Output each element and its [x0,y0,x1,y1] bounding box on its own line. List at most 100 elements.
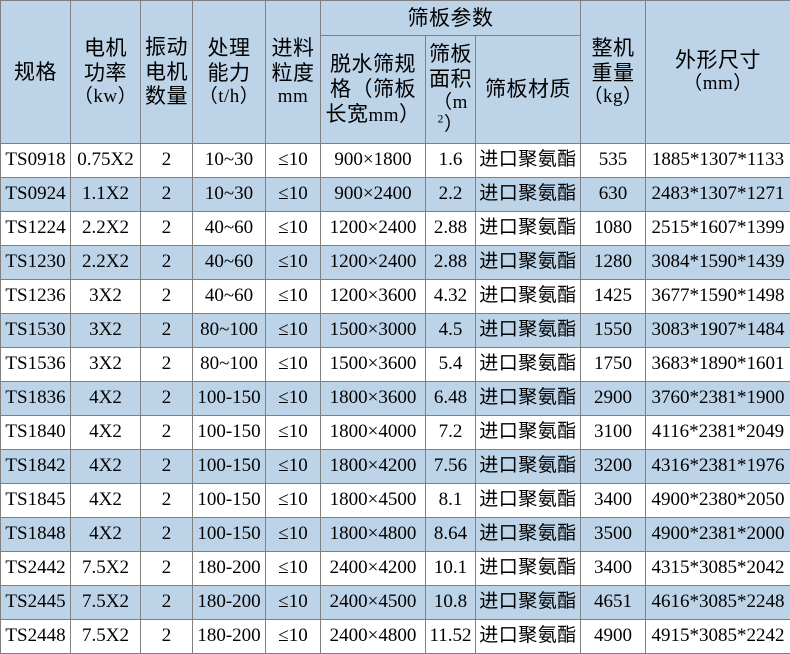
cell-screen-spec: 1800×4500 [321,484,426,518]
cell-feed-size: ≤10 [266,280,321,314]
cell-feed-size: ≤10 [266,314,321,348]
header-label-line: 数量 [143,84,190,109]
cell-motor-count: 2 [141,416,193,450]
cell-feed-size: ≤10 [266,450,321,484]
cell-motor-count: 2 [141,212,193,246]
cell-dimensions: 1885*1307*1133 [646,144,790,178]
cell-capacity: 40~60 [193,246,266,280]
cell-weight: 3400 [581,484,646,518]
cell-spec: TS1236 [1,280,71,314]
cell-feed-size: ≤10 [266,416,321,450]
cell-screen-area: 1.6 [426,144,476,178]
cell-feed-size: ≤10 [266,620,321,654]
cell-screen-mat: 进口聚氨酯 [476,620,581,654]
header-label-line: 整机 [583,36,643,61]
cell-spec: TS1536 [1,348,71,382]
cell-motor-power: 2.2X2 [71,212,141,246]
cell-weight: 3400 [581,552,646,586]
cell-screen-spec: 1200×3600 [321,280,426,314]
cell-capacity: 100-150 [193,450,266,484]
cell-motor-power: 4X2 [71,416,141,450]
cell-motor-count: 2 [141,552,193,586]
header-cell-capacity: 处理能力（t/h） [193,1,266,144]
cell-spec: TS2445 [1,586,71,620]
cell-spec: TS2448 [1,620,71,654]
cell-motor-power: 3X2 [71,280,141,314]
cell-spec: TS1848 [1,518,71,552]
cell-screen-spec: 1500×3000 [321,314,426,348]
cell-screen-area: 2.2 [426,178,476,212]
cell-feed-size: ≤10 [266,144,321,178]
cell-screen-spec: 1800×3600 [321,382,426,416]
cell-feed-size: ≤10 [266,382,321,416]
cell-motor-power: 7.5X2 [71,586,141,620]
header-cell-screen-area: 筛板面积（m2） [426,36,476,144]
cell-weight: 1550 [581,314,646,348]
cell-dimensions: 3677*1590*1498 [646,280,790,314]
cell-screen-area: 8.64 [426,518,476,552]
cell-weight: 3200 [581,450,646,484]
cell-capacity: 180-200 [193,620,266,654]
header-label-line: 粒度 [268,61,318,86]
header-cell-spec: 规格 [1,1,71,144]
cell-screen-area: 11.52 [426,620,476,654]
cell-motor-power: 7.5X2 [71,620,141,654]
cell-motor-count: 2 [141,450,193,484]
cell-motor-count: 2 [141,246,193,280]
cell-feed-size: ≤10 [266,348,321,382]
cell-screen-spec: 900×1800 [321,144,426,178]
header-unit-label: （kg） [583,86,643,108]
cell-screen-mat: 进口聚氨酯 [476,348,581,382]
cell-screen-area: 2.88 [426,212,476,246]
cell-screen-spec: 1800×4200 [321,450,426,484]
cell-feed-size: ≤10 [266,552,321,586]
cell-motor-power: 4X2 [71,518,141,552]
cell-spec: TS1836 [1,382,71,416]
cell-motor-count: 2 [141,144,193,178]
cell-weight: 630 [581,178,646,212]
header-unit-label: （kw） [73,86,138,108]
cell-screen-area: 8.1 [426,484,476,518]
cell-motor-power: 3X2 [71,348,141,382]
cell-motor-power: 1.1X2 [71,178,141,212]
cell-screen-spec: 1500×3600 [321,348,426,382]
header-cell-screen-spec: 脱水筛规格（筛板长宽mm） [321,36,426,144]
cell-feed-size: ≤10 [266,484,321,518]
cell-motor-power: 4X2 [71,450,141,484]
header-label-line: 振动 [143,35,190,60]
cell-spec: TS1845 [1,484,71,518]
header-label-line: 能力 [195,61,263,86]
cell-motor-count: 2 [141,178,193,212]
cell-screen-mat: 进口聚氨酯 [476,280,581,314]
cell-screen-mat: 进口聚氨酯 [476,178,581,212]
cell-weight: 1750 [581,348,646,382]
cell-dimensions: 4616*3085*2248 [646,586,790,620]
header-unit-label: （mm） [648,73,788,95]
cell-screen-mat: 进口聚氨酯 [476,144,581,178]
cell-capacity: 180-200 [193,552,266,586]
cell-screen-area: 6.48 [426,382,476,416]
cell-capacity: 100-150 [193,382,266,416]
header-label-line: 电机 [143,60,190,85]
cell-dimensions: 2515*1607*1399 [646,212,790,246]
cell-feed-size: ≤10 [266,586,321,620]
cell-motor-count: 2 [141,280,193,314]
cell-feed-size: ≤10 [266,178,321,212]
cell-capacity: 80~100 [193,348,266,382]
cell-spec: TS1230 [1,246,71,280]
cell-spec: TS0924 [1,178,71,212]
cell-screen-mat: 进口聚氨酯 [476,586,581,620]
header-cell-dimensions: 外形尺寸（mm） [646,1,790,144]
cell-screen-area: 4.32 [426,280,476,314]
cell-motor-count: 2 [141,484,193,518]
